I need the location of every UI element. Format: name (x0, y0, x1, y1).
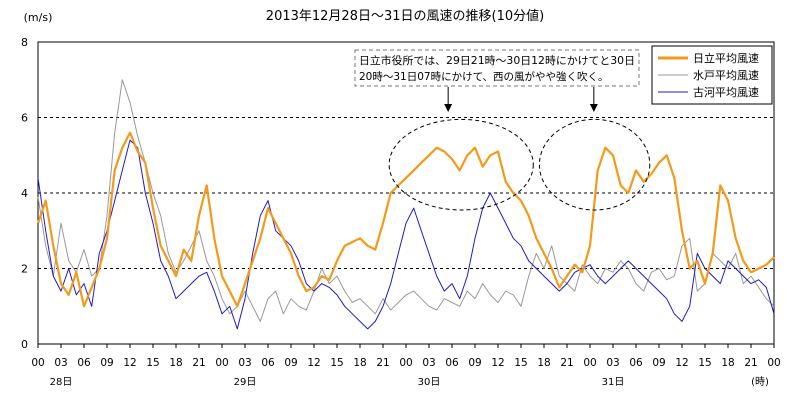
x-tick-label: 15 (698, 357, 711, 369)
arrow-head (589, 104, 598, 112)
x-tick-label: 15 (330, 357, 343, 369)
x-tick-label: 15 (146, 357, 159, 369)
x-tick-label: 12 (307, 357, 320, 369)
x-tick-label: 00 (583, 357, 596, 369)
y-tick-label: 2 (21, 263, 28, 276)
x-axis: 00 03 06 09 12 15 18 21 00 03 06 09 12 15 18 21 00 03 06 09… (31, 344, 781, 369)
y-tick-label: 0 (21, 338, 28, 351)
x-tick-label: 06 (77, 357, 91, 369)
x-tick-label: 06 (445, 357, 459, 369)
series-koga (37, 139, 775, 330)
x-tick-label: 09 (100, 357, 113, 369)
y-axis: 0 2 4 6 8 (21, 36, 28, 351)
series-layer (36, 79, 775, 330)
x-tick-label: 15 (514, 357, 527, 369)
x-tick-label: 00 (215, 357, 228, 369)
x-tick-label: 18 (169, 357, 182, 369)
x-tick-label: 12 (123, 357, 136, 369)
x-tick-label: 09 (468, 357, 481, 369)
x-tick-label: 18 (721, 357, 734, 369)
day-label: 28日 (50, 377, 73, 388)
x-tick-label: 12 (675, 357, 688, 369)
x-tick-label: 21 (744, 357, 757, 369)
x-tick-label: 18 (537, 357, 550, 369)
series-mito (37, 79, 775, 322)
highlight-ellipse (538, 118, 651, 211)
highlight-ellipse (388, 118, 534, 211)
x-tick-label: 00 (767, 357, 780, 369)
x-tick-label: 00 (399, 357, 412, 369)
gridlines (38, 117, 774, 269)
x-tick-label: 21 (376, 357, 389, 369)
day-label: 29日 (234, 377, 257, 388)
x-tick-label: 03 (606, 357, 619, 369)
x-tick-label: 03 (54, 357, 67, 369)
day-label: 30日 (418, 377, 441, 388)
chart-title: 2013年12月28日～31日の風速の推移(10分値) (266, 8, 544, 24)
day-label: 31日 (602, 377, 625, 388)
legend-label-hitachi: 日立平均風速 (693, 51, 759, 65)
x-tick-label: 21 (560, 357, 573, 369)
x-tick-label: 12 (491, 357, 504, 369)
annotation: 日立市役所では、29日21時～30日12時にかけてと30日 20時～31日07時… (354, 49, 640, 112)
y-tick-label: 8 (21, 36, 28, 49)
x-tick-label: 03 (422, 357, 435, 369)
legend-label-koga: 古河平均風速 (693, 86, 759, 99)
arrow-head (444, 104, 453, 112)
day-labels: 28日 29日 30日 31日 (50, 377, 625, 388)
y-tick-label: 4 (21, 187, 28, 200)
annotation-line-1: 日立市役所では、29日21時～30日12時にかけてと30日 (359, 54, 635, 67)
x-axis-unit: (時) (751, 376, 769, 388)
series-hitachi (36, 131, 775, 308)
y-tick-label: 6 (21, 112, 28, 125)
annotation-box (354, 49, 640, 87)
annotation-arrows (444, 87, 598, 112)
x-tick-label: 18 (353, 357, 366, 369)
y-axis-unit: (m/s) (24, 11, 53, 24)
x-tick-label: 06 (629, 357, 643, 369)
x-tick-label: 06 (261, 357, 275, 369)
legend-label-mito: 水戸平均風速 (693, 69, 759, 82)
annotation-arrow (589, 87, 598, 112)
x-tick-label: 09 (284, 357, 297, 369)
x-tick-label: 03 (238, 357, 251, 369)
annotation-arrow (444, 87, 453, 112)
annotation-line-2: 20時～31日07時にかけて、西の風がやや強く吹く。 (359, 70, 609, 83)
legend: 日立平均風速 水戸平均風速 古河平均風速 (651, 45, 773, 105)
x-tick-label: 09 (652, 357, 665, 369)
x-tick-label: 21 (192, 357, 205, 369)
x-tick-label: 00 (31, 357, 44, 369)
highlight-ellipses (388, 118, 651, 211)
